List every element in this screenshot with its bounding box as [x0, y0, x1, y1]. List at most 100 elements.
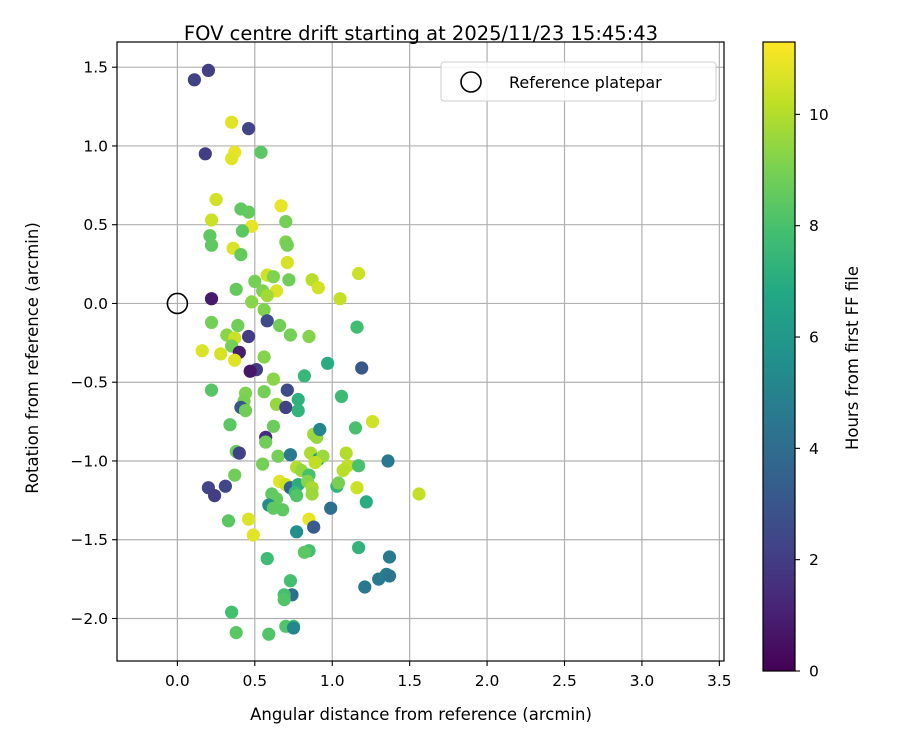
data-point	[282, 273, 296, 287]
x-tick-label: 3.0	[630, 672, 655, 690]
data-point	[308, 455, 322, 470]
data-point	[350, 481, 364, 495]
x-axis-label: Angular distance from reference (arcmin)	[250, 705, 592, 724]
data-point	[235, 224, 249, 238]
data-point	[348, 421, 363, 435]
data-point	[218, 479, 232, 493]
x-axis-ticks: 0.0 0.5 1.0 1.5 2.0 2.5 3.0 3.5	[165, 661, 732, 690]
data-point	[297, 545, 311, 559]
data-point	[280, 255, 294, 270]
data-point	[260, 552, 274, 566]
data-point	[229, 282, 243, 296]
data-point	[195, 344, 209, 358]
data-point	[225, 115, 239, 129]
y-tick-label: 0.0	[83, 295, 108, 313]
legend-box	[440, 61, 717, 102]
data-point	[221, 514, 236, 528]
data-point	[291, 392, 305, 407]
data-point	[382, 569, 397, 583]
data-point	[254, 145, 268, 159]
data-point	[259, 435, 273, 449]
y-tick-label: 1.0	[83, 137, 108, 155]
data-point	[248, 274, 262, 288]
y-tick-label: −1.5	[70, 531, 108, 549]
x-tick-label: 1.5	[397, 672, 422, 690]
colorbar-frame	[762, 41, 796, 672]
colorbar-gradient	[763, 42, 795, 671]
data-point	[245, 295, 259, 309]
data-point	[355, 361, 369, 375]
data-point	[283, 448, 297, 462]
data-point	[286, 621, 301, 635]
data-point	[204, 238, 219, 252]
data-point	[242, 512, 256, 526]
data-point	[204, 213, 219, 227]
data-point	[256, 457, 270, 471]
data-point	[266, 372, 280, 386]
data-point	[243, 364, 257, 378]
data-point	[229, 626, 243, 640]
data-point	[350, 320, 364, 334]
data-point	[302, 329, 316, 344]
data-point	[242, 329, 256, 344]
data-point	[291, 404, 305, 418]
colorbar-tick-label: 10	[809, 106, 829, 124]
data-point	[238, 404, 253, 418]
legend: Reference platepar	[440, 61, 717, 102]
data-point	[274, 199, 288, 213]
data-point	[297, 369, 311, 383]
x-tick-label: 3.5	[707, 672, 732, 690]
data-point	[198, 147, 212, 161]
data-point	[283, 328, 297, 342]
legend-entry-reference: Reference platepar	[509, 73, 662, 92]
data-point	[260, 314, 274, 328]
y-tick-label: −1.0	[70, 452, 108, 470]
data-point	[231, 318, 245, 333]
data-point	[266, 419, 280, 433]
data-point	[209, 192, 223, 207]
data-point	[280, 238, 294, 252]
data-point	[352, 459, 366, 473]
data-point	[225, 152, 239, 166]
data-point	[208, 489, 222, 503]
data-point	[204, 315, 219, 329]
chart-title: FOV centre drift starting at 2025/11/23 …	[184, 22, 658, 45]
data-point	[214, 347, 228, 361]
data-point	[382, 550, 397, 564]
y-tick-label: −0.5	[70, 374, 108, 392]
data-point	[276, 503, 290, 517]
colorbar-label: Hours from first FF file	[843, 266, 862, 450]
data-point	[201, 63, 215, 77]
x-tick-label: 1.0	[320, 672, 345, 690]
data-point	[280, 383, 294, 397]
data-point	[352, 266, 366, 281]
data-point	[273, 318, 287, 333]
data-point	[242, 205, 256, 219]
data-point	[277, 593, 291, 607]
data-point	[228, 353, 242, 367]
data-point	[257, 385, 271, 399]
data-point	[381, 454, 395, 468]
x-tick-label: 2.5	[552, 672, 577, 690]
data-point	[257, 303, 271, 317]
data-point	[204, 383, 219, 397]
data-point	[331, 476, 345, 490]
colorbar-tick-label: 6	[809, 329, 819, 347]
data-point	[358, 580, 372, 594]
data-point	[352, 541, 366, 555]
data-point	[246, 528, 260, 542]
data-point	[271, 449, 285, 463]
reference-platepar-marker	[166, 292, 189, 315]
x-tick-label: 2.0	[475, 672, 500, 690]
data-point	[262, 627, 276, 641]
data-point	[333, 292, 347, 306]
y-axis-ticks: −2.0 −1.5 −1.0 −0.5 0.0 0.5 1.0 1.5	[70, 59, 117, 628]
data-point	[223, 418, 237, 432]
colorbar-tick-label: 4	[809, 440, 819, 458]
data-points	[187, 63, 426, 641]
data-point	[204, 292, 219, 306]
data-point	[283, 574, 297, 588]
colorbar-ticks: 0 2 4 6 8 10	[795, 106, 829, 681]
